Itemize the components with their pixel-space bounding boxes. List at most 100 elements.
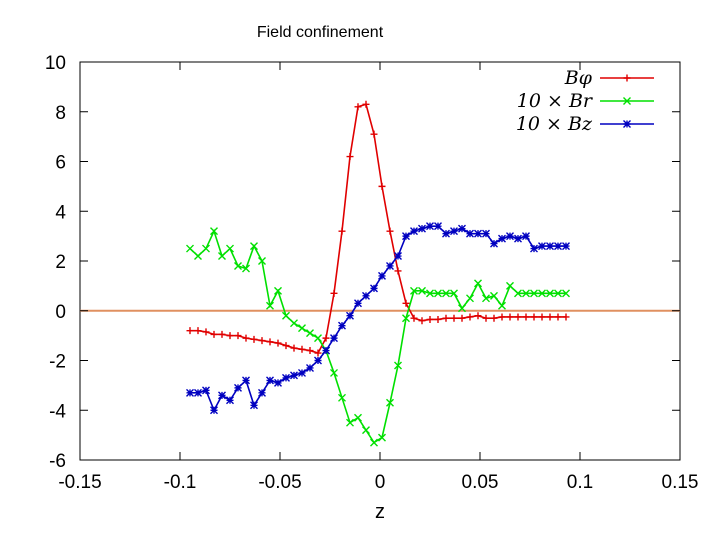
data-point [546,289,554,298]
data-point [474,229,482,238]
data-point [338,393,346,402]
data-point [506,313,514,321]
data-point [434,315,442,323]
data-point [386,227,394,235]
data-point [442,289,450,298]
data-point [562,313,570,321]
data-point [482,294,490,303]
data-point [530,289,538,298]
data-point [282,373,290,382]
data-point [562,289,570,298]
data-point [482,314,490,322]
data-point [226,332,234,340]
legend-label: 10 × Br [517,90,594,112]
data-point [186,327,194,335]
data-point [386,398,394,407]
y-tick-label: 10 [45,53,66,74]
series-group [186,100,570,447]
data-point [322,334,330,342]
legend-label: Bφ [564,67,593,89]
data-point [402,299,410,307]
data-point [338,321,346,330]
data-point [418,286,426,295]
data-point [202,244,210,253]
data-point [514,313,522,321]
data-point [426,222,434,231]
data-point [394,267,402,275]
data-point [218,252,226,261]
data-point [410,286,418,295]
data-point [450,289,458,298]
data-point [258,257,266,265]
data-point [314,334,322,343]
data-point [210,330,218,338]
data-point [290,319,298,328]
legend-label: 10 × Bz [516,113,593,135]
data-point [370,284,378,293]
y-tick-label: 0 [55,302,66,323]
data-point [522,289,530,298]
axis-ticks: -0.15 -0.1 -0.05 0 0.05 0.1 0.15 -6 -4 -2 0 2 4 6 8 10 [45,53,699,493]
x-tick-label: 0.15 [662,472,699,493]
series-2 [186,222,570,415]
data-point [354,413,362,422]
x-tick-label: 0 [375,472,386,493]
legend-item: 10 × Bz [516,113,654,135]
data-point [186,244,194,253]
data-point [434,222,442,231]
data-point [554,242,562,251]
data-point [362,100,370,108]
y-tick-label: -6 [49,451,66,472]
chart-title: Field confinement [257,24,384,41]
data-point [466,294,474,303]
data-point [194,327,202,335]
data-point [282,342,290,350]
data-point [378,182,386,190]
x-tick-label: 0.05 [462,472,499,493]
series-1 [186,227,570,447]
y-tick-label: 4 [55,202,66,223]
data-point [306,329,314,338]
data-point [546,242,554,251]
data-point [418,317,426,325]
legend-item: Bφ [564,67,654,89]
data-point [474,279,482,288]
data-point [538,242,546,251]
data-point [202,328,210,336]
data-point [202,386,210,395]
data-point [242,334,250,342]
y-tick-label: 2 [55,252,66,273]
x-tick-label: -0.05 [258,472,301,493]
data-point [418,224,426,233]
data-point [410,314,418,322]
y-tick-label: 6 [55,153,66,174]
data-point [354,103,362,111]
data-point [482,229,490,238]
data-point [442,229,450,238]
data-point [410,227,418,236]
data-point [218,330,226,338]
data-point [490,314,498,322]
data-point [394,361,402,370]
data-point [466,229,474,238]
data-point [210,227,218,236]
data-point [258,337,266,345]
data-point [298,345,306,353]
data-point [530,244,538,253]
data-point [623,97,631,105]
data-point [450,314,458,322]
data-point [290,371,298,380]
data-point [450,227,458,236]
data-point [466,313,474,321]
x-axis-label: z [375,501,385,523]
data-point [226,244,234,253]
data-point [242,376,250,385]
data-point [346,153,354,161]
legend-item: 10 × Br [517,90,654,112]
data-point [250,335,258,343]
series-0 [186,100,570,357]
x-tick-label: -0.15 [58,472,101,493]
data-point [562,242,570,251]
